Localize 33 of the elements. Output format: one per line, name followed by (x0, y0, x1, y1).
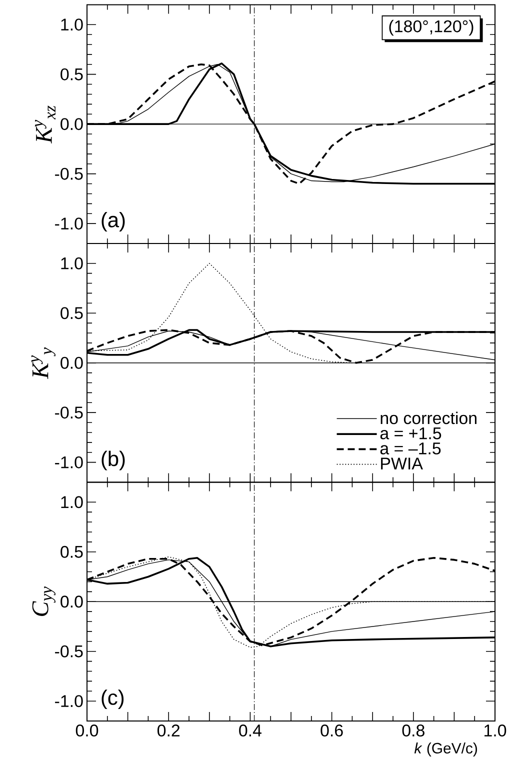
x-tick-label: 0.8 (402, 724, 424, 737)
annotation: (a) (102, 212, 125, 232)
annotation: (b) (102, 450, 125, 470)
x-tick-label: 0.4 (239, 724, 262, 737)
x-tick-label: 1.0 (484, 724, 506, 737)
x-tick-label: 0.0 (76, 724, 98, 737)
y-axis-title: K$^{y}$xz (35, 106, 56, 144)
y-tick-label: 0.0 (60, 118, 83, 130)
x-tick-label: 0.2 (157, 724, 180, 737)
y-tick-label: -1.0 (55, 695, 83, 708)
annotation: (c) (102, 690, 124, 710)
x-tick-label: 0.6 (320, 724, 343, 737)
y-tick-label: 0.0 (60, 356, 83, 369)
y-tick-label: 0.5 (60, 68, 83, 80)
y-tick-label: -1.0 (55, 456, 83, 468)
y-axis-title: C$_{yy}$ (32, 586, 56, 616)
y-tick-label: 0.0 (60, 596, 83, 608)
y-axis-title: K$^{y}$y (31, 347, 56, 380)
y-tick-label: -0.5 (55, 406, 83, 419)
legend-label: a = +1.5 (380, 427, 442, 440)
legend-label: a = –1.5 (380, 442, 441, 454)
y-tick-label: 1.0 (61, 18, 83, 31)
legend-label: PWIA (381, 458, 423, 470)
annotation: (180°,120°) (389, 20, 474, 36)
y-tick-label: -0.5 (55, 168, 83, 180)
y-tick-label: 1.0 (61, 496, 83, 508)
y-tick-label: -1.0 (55, 218, 83, 230)
legend-label: no correction (380, 412, 476, 424)
x-axis-title: k (GeV/c) (414, 742, 477, 756)
y-tick-label: -0.5 (55, 645, 83, 658)
y-tick-label: 1.0 (61, 257, 83, 270)
y-tick-label: 0.5 (60, 307, 83, 320)
y-tick-label: 0.5 (60, 546, 83, 558)
